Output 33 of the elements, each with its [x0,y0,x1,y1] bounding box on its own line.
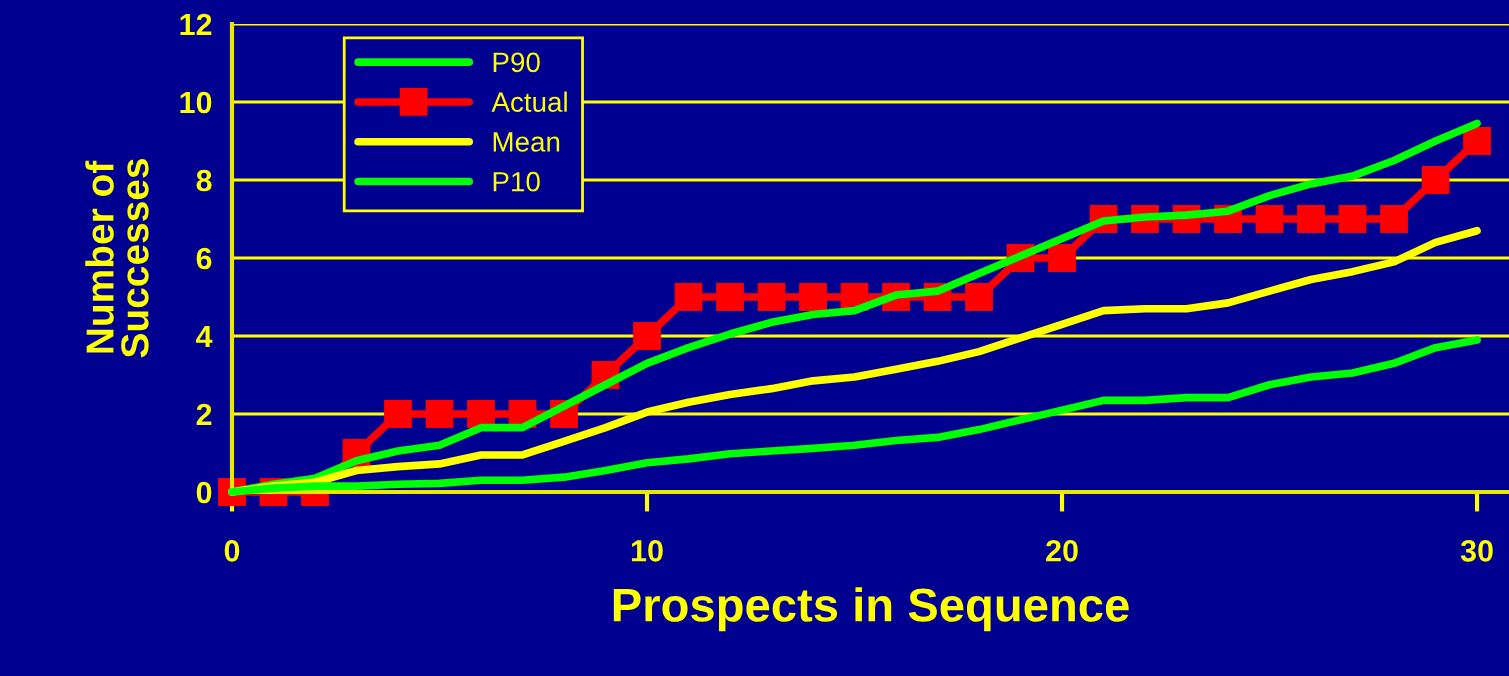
point [425,400,454,428]
point [1421,166,1450,194]
point [1255,205,1284,233]
legend-label: Actual [491,91,567,112]
point [633,322,661,350]
legend-label: P90 [493,52,540,73]
point [1380,205,1408,233]
y-tick-label: 6 [196,247,212,270]
y-tick-label: 10 [180,91,212,114]
x-axis-title: Prospects in Sequence [613,587,1129,632]
x-tick-label: 20 [1046,540,1078,562]
y-tick-label: 8 [196,169,212,192]
x-tick-label: 0 [224,540,240,562]
x-tick-label: 10 [631,540,663,562]
x-tick-label: 30 [1460,540,1493,562]
point [757,283,786,311]
y-tick-label: 2 [196,403,212,426]
point [1463,127,1491,155]
point [1338,205,1367,233]
point [1048,244,1076,272]
legend-label: P10 [493,171,540,192]
point [965,283,993,311]
legend-label: Mean [493,132,560,152]
y-tick-label: 4 [196,326,213,348]
point [1297,205,1325,233]
point [467,400,495,428]
y-axis-title: Number of Successes [85,159,149,358]
point [384,400,412,428]
point [716,283,744,311]
y-tick-label: 0 [196,481,212,504]
y-tick-label: 12 [180,13,212,36]
point [799,283,827,311]
point [674,283,703,311]
